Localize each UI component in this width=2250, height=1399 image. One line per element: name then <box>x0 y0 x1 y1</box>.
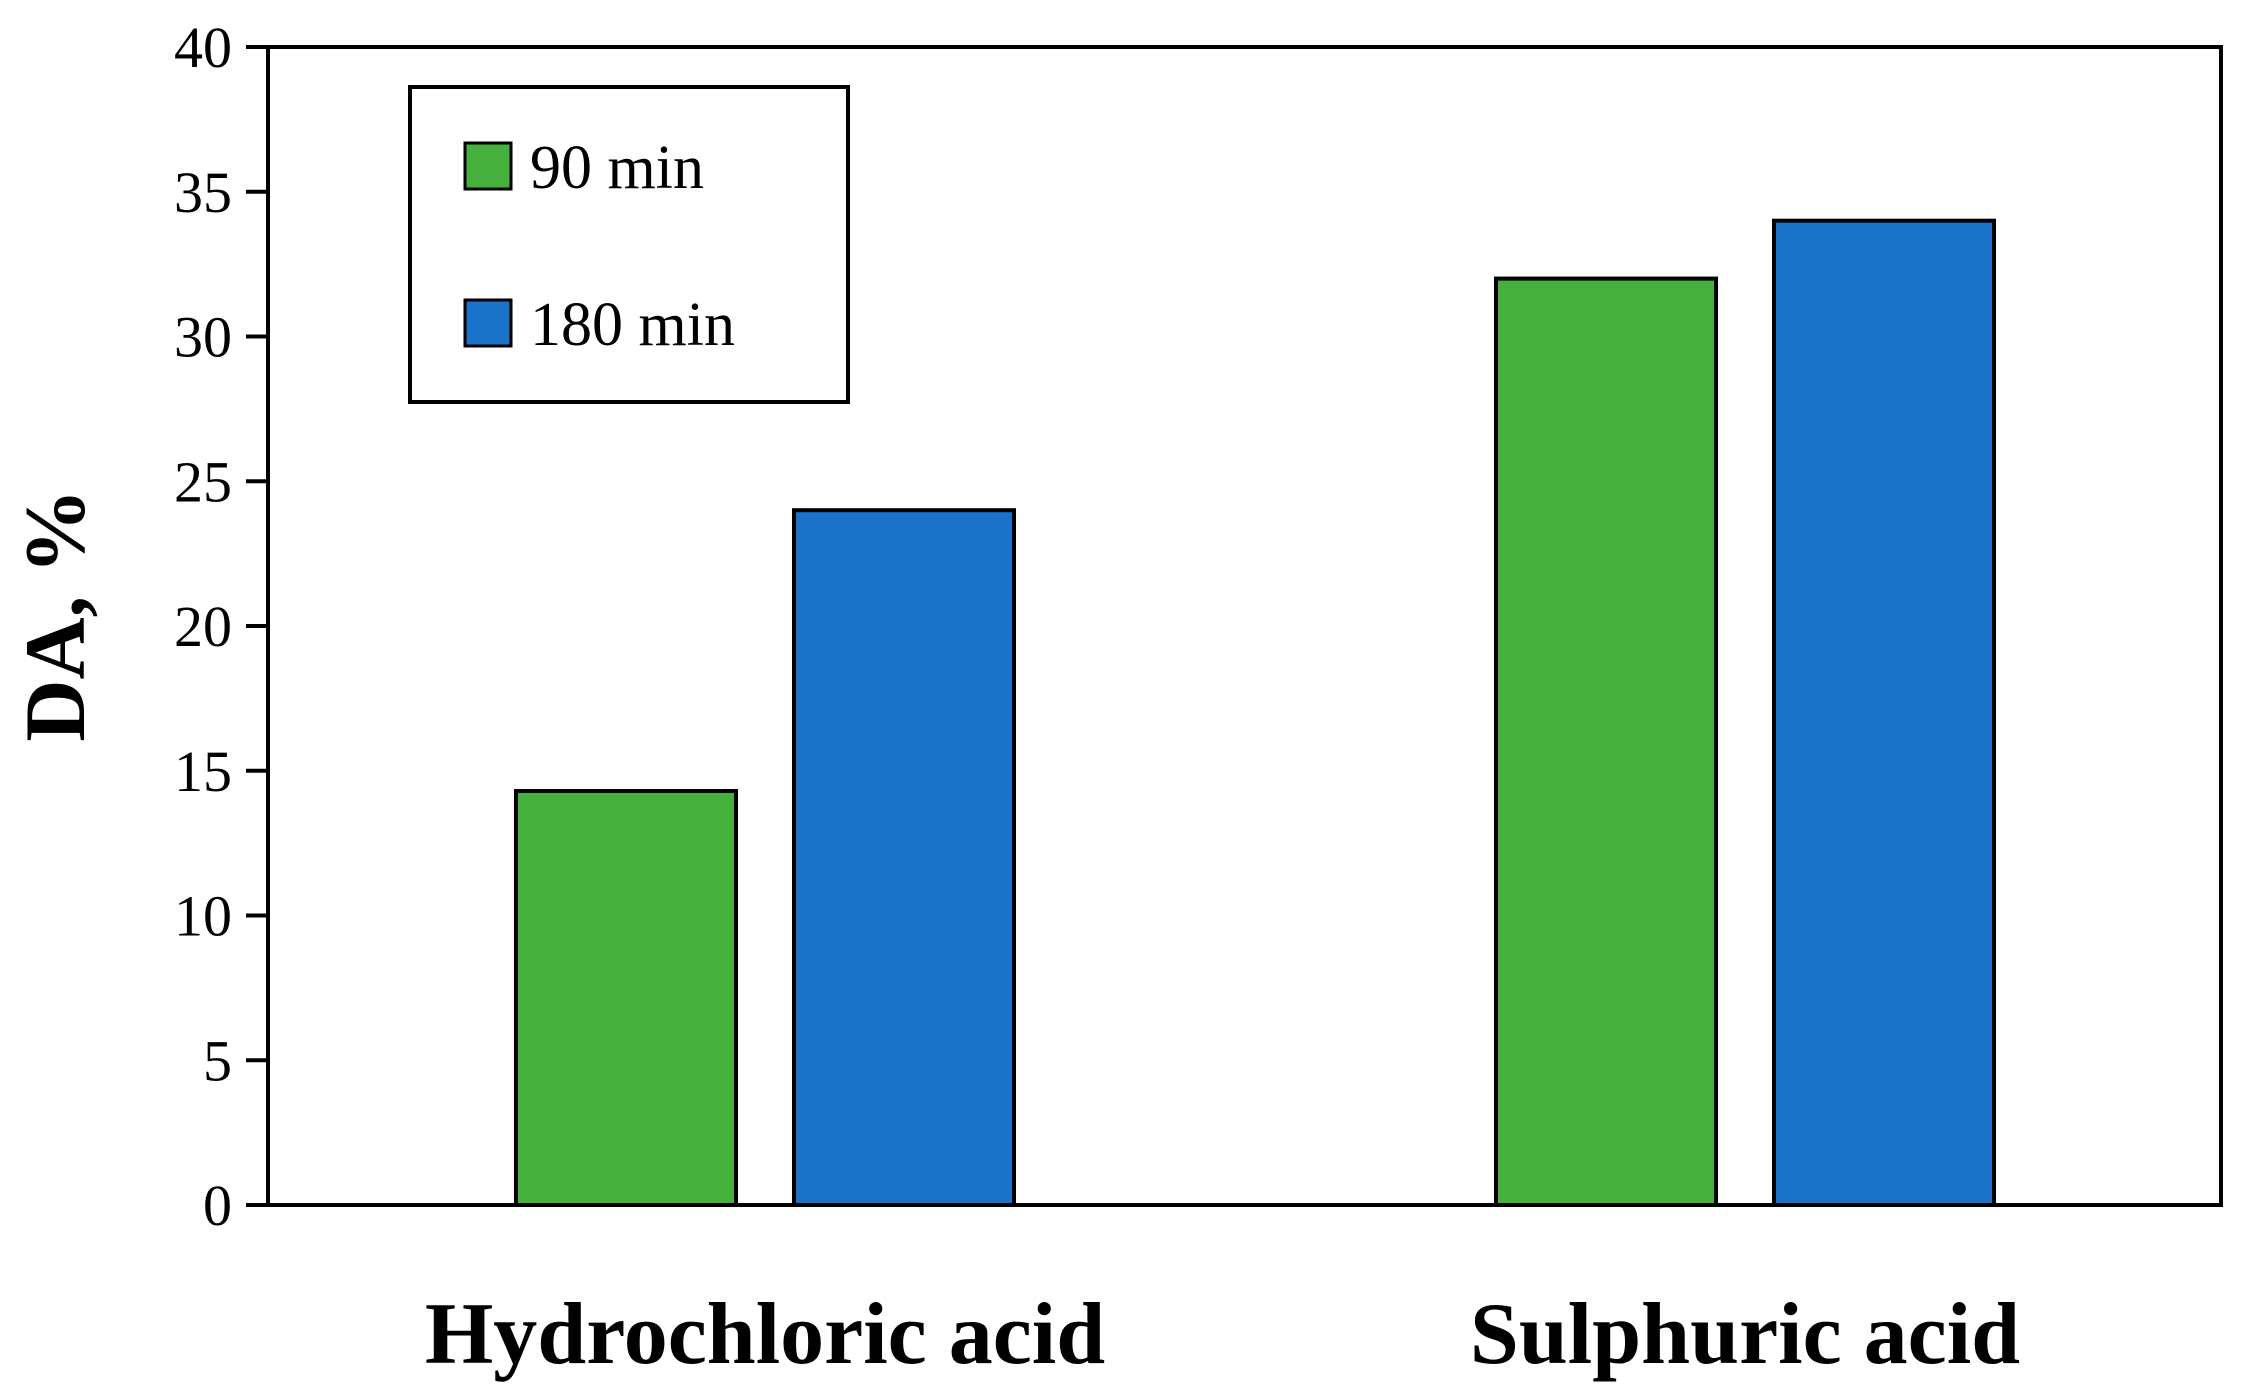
y-tick-label-40: 40 <box>174 15 232 80</box>
bar-sulphuric-acid-180-min <box>1772 218 1996 1207</box>
y-tick-label-20: 20 <box>174 594 232 659</box>
y-tick-label-35: 35 <box>174 160 232 225</box>
y-axis-ticks: 0 5 10 15 20 25 30 35 40 <box>174 15 268 1238</box>
bars <box>514 218 1996 1208</box>
category-label-sulphuric-acid: Sulphuric acid <box>1470 1286 2020 1383</box>
category-labels: Hydrochloric acid Sulphuric acid <box>425 1286 2020 1383</box>
y-tick-label-25: 25 <box>174 449 232 514</box>
category-label-hydrochloric-acid: Hydrochloric acid <box>425 1286 1105 1383</box>
legend: 90 min 180 min <box>408 85 850 404</box>
legend-label-180-min: 180 min <box>530 291 735 359</box>
y-tick-label-5: 5 <box>203 1028 232 1093</box>
y-tick-label-30: 30 <box>174 305 232 370</box>
legend-box <box>408 85 850 404</box>
legend-label-90-min: 90 min <box>530 134 704 202</box>
bar-hydrochloric-acid-90-min <box>514 789 738 1207</box>
legend-swatch-180-min <box>463 298 513 348</box>
bar-hydrochloric-acid-180-min <box>792 508 1016 1207</box>
bar-sulphuric-acid-90-min <box>1494 276 1718 1208</box>
y-axis-title: DA, % <box>7 488 103 741</box>
y-tick-label-0: 0 <box>203 1173 232 1238</box>
y-tick-label-15: 15 <box>174 739 232 804</box>
legend-swatch-90-min <box>463 141 513 191</box>
y-tick-label-10: 10 <box>174 884 232 949</box>
